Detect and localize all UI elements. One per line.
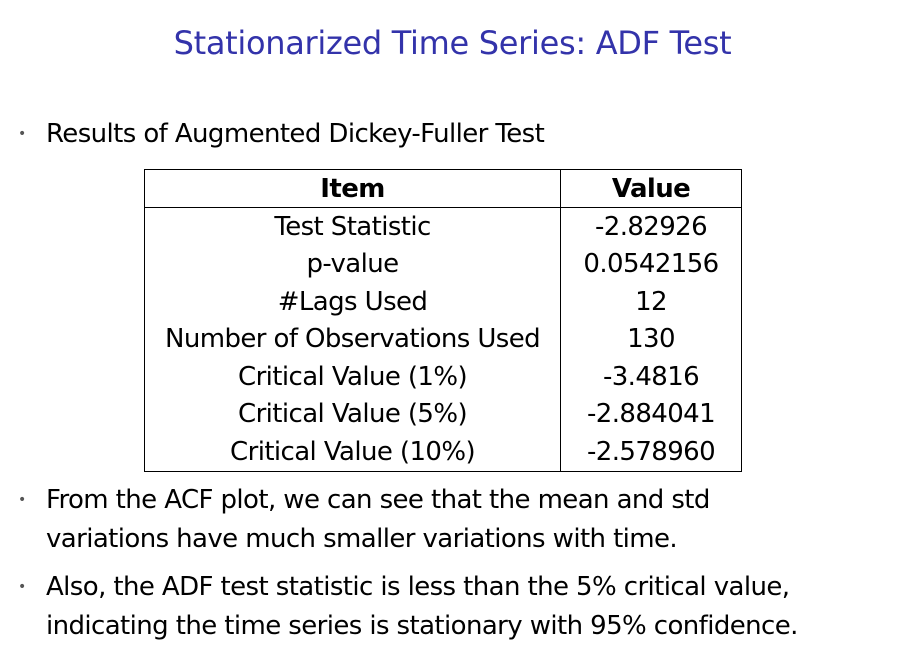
table-cell-value: -3.4816 — [602, 361, 700, 392]
adf-results-table: Item Value Test Statistic -2.82926 p-val… — [144, 169, 742, 472]
bullet-dot-icon: • — [18, 579, 26, 595]
table-cell-item: p-value — [144, 245, 562, 283]
table-cell-value: -2.884041 — [587, 399, 716, 430]
slide-title: Stationarized Time Series: ADF Test — [173, 24, 732, 62]
bullet-text: Results of Augmented Dickey-Fuller Test — [46, 119, 545, 149]
table-cell-value: 0.0542156 — [583, 249, 719, 280]
bullet-dot-icon: • — [18, 492, 26, 508]
table-row: Number of Observations Used 130 — [144, 320, 742, 358]
table-row: p-value 0.0542156 — [144, 245, 742, 283]
bullet-item: • Also, the ADF test statistic is less t… — [18, 568, 878, 646]
table-cell-item: Critical Value (5%) — [144, 395, 562, 433]
column-header-value: Value — [560, 169, 742, 208]
table-row: #Lags Used 12 — [144, 283, 742, 321]
table-header-row: Item Value — [144, 169, 742, 208]
bullet-text: From the ACF plot, we can see that the m… — [46, 485, 710, 554]
bullet-item: • From the ACF plot, we can see that the… — [18, 481, 878, 559]
table-row: Critical Value (5%) -2.884041 — [144, 395, 742, 433]
table-row: Test Statistic -2.82926 — [144, 207, 742, 246]
table-cell-item: Critical Value (1%) — [144, 358, 562, 396]
table-cell-value: 12 — [635, 286, 667, 317]
table-row: Critical Value (1%) -3.4816 — [144, 358, 742, 396]
bullet-text: Also, the ADF test statistic is less tha… — [46, 572, 798, 641]
table-cell-value: -2.578960 — [587, 436, 716, 467]
table-row: Critical Value (10%) -2.578960 — [144, 433, 742, 471]
table-cell-value: -2.82926 — [594, 211, 708, 242]
table-cell-value: 130 — [627, 324, 675, 355]
bullet-item: • Results of Augmented Dickey-Fuller Tes… — [18, 115, 878, 154]
table-cell-item: Test Statistic — [144, 207, 562, 246]
bullet-dot-icon: • — [18, 126, 26, 142]
table-cell-item: Number of Observations Used — [144, 320, 562, 358]
column-header-item: Item — [144, 169, 562, 208]
table-cell-item: Critical Value (10%) — [144, 433, 562, 471]
table-cell-item: #Lags Used — [144, 283, 562, 321]
